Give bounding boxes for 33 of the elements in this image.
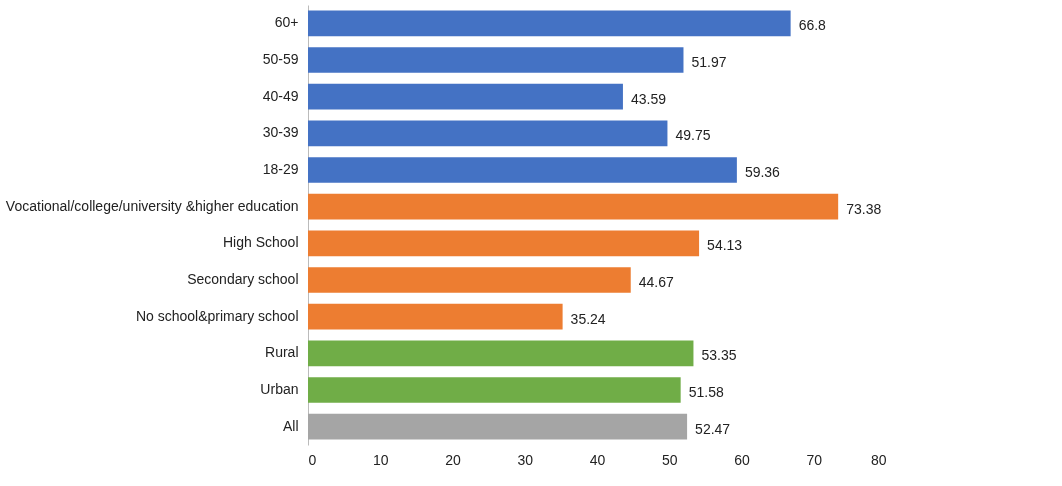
x-tick-label: 0 [308,451,317,468]
x-tick-label: 50 [661,451,678,468]
y-tick-label: High School [223,234,299,251]
x-tick-label: 80 [870,451,887,468]
x-tick-label: 30 [517,451,534,468]
data-label: 73.38 [846,200,882,217]
y-tick-label: 40-49 [262,87,299,104]
data-label: 35.24 [570,310,606,327]
y-tick-label: Secondary school [187,271,299,287]
y-tick-label: Rural [265,344,299,361]
y-tick-label: Urban [260,381,299,397]
x-tick-label: 60 [734,451,750,468]
data-label: 66.8 [798,17,827,34]
data-label: 49.75 [675,127,711,144]
x-tick-label: 10 [372,451,389,468]
y-tick-label: All [282,417,299,434]
data-label: 53.35 [701,347,737,364]
y-tick-label: 60+ [274,14,299,31]
data-label: 43.59 [630,90,667,107]
data-label: 54.13 [707,237,743,254]
data-label: 44.67 [638,274,674,290]
x-tick-label: 40 [589,451,606,468]
data-label: 51.97 [691,54,727,70]
y-tick-label: Vocational/college/university &higher education [5,197,299,214]
x-tick-label: 20 [445,451,461,468]
y-tick-label: No school&primary school [135,307,299,324]
x-tick-label: 70 [806,451,823,468]
y-tick-label: 30-39 [262,124,299,141]
data-label: 52.47 [695,420,731,437]
data-label: 51.58 [688,384,724,400]
data-label: 59.36 [744,164,781,180]
y-tick-label: 18-29 [262,161,299,177]
y-tick-label: 50-59 [262,51,299,67]
